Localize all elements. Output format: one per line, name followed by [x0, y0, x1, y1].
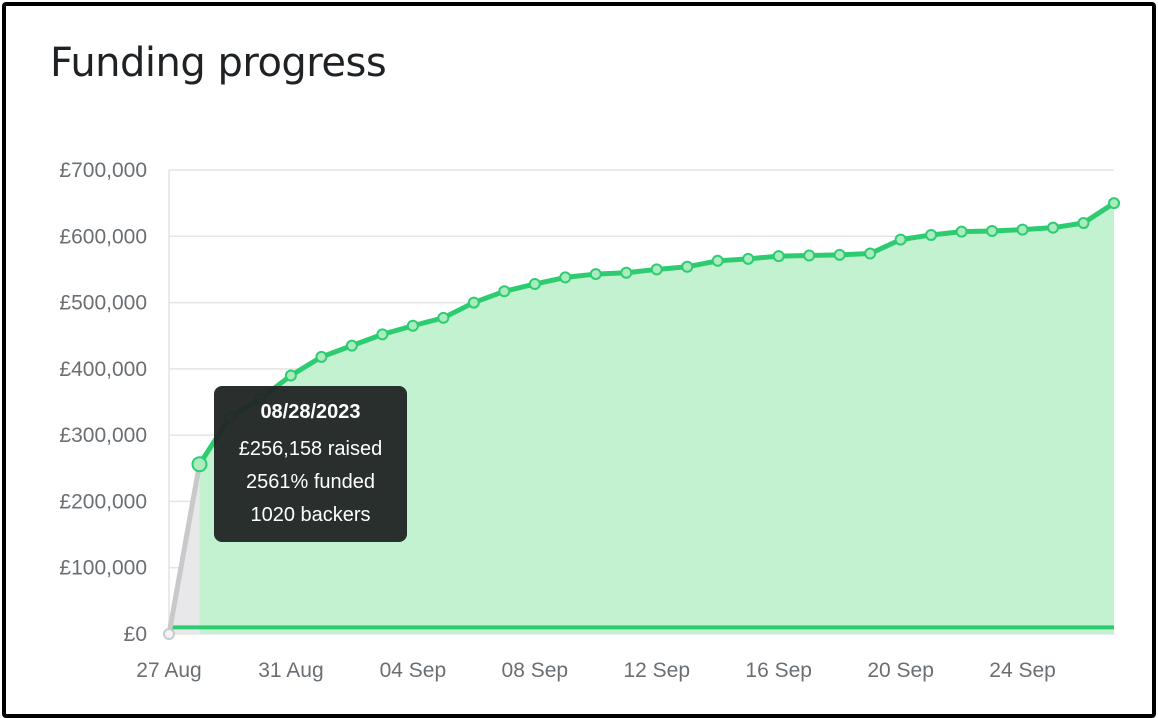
data-point — [589, 268, 602, 281]
data-point — [559, 271, 572, 284]
x-tick-label: 16 Sep — [745, 659, 812, 682]
data-point — [284, 369, 297, 382]
y-tick-label: £700,000 — [59, 159, 147, 182]
data-point — [406, 319, 419, 332]
y-tick-label: £600,000 — [59, 225, 147, 248]
data-point — [467, 296, 480, 309]
data-point — [833, 248, 846, 261]
data-point — [864, 247, 877, 260]
y-tick-label: £100,000 — [59, 557, 147, 580]
x-tick-label: 27 Aug — [136, 659, 201, 682]
tooltip-raised: £256,158 raised — [238, 438, 383, 460]
data-point — [681, 260, 694, 273]
x-tick-label: 12 Sep — [623, 659, 690, 682]
data-point — [163, 628, 175, 640]
data-point — [955, 225, 968, 238]
data-point — [315, 350, 328, 363]
y-tick-label: £200,000 — [59, 490, 147, 513]
data-point — [772, 250, 785, 263]
data-point — [711, 254, 724, 267]
tooltip-date: 08/28/2023 — [260, 401, 361, 423]
data-point — [894, 233, 907, 246]
y-tick-label: £300,000 — [59, 424, 147, 447]
x-tick-label: 08 Sep — [502, 659, 569, 682]
data-point — [620, 266, 633, 279]
data-point — [1077, 217, 1090, 230]
tooltip-backers: 1020 backers — [250, 504, 371, 526]
x-tick-label: 24 Sep — [989, 659, 1056, 682]
data-point — [986, 224, 999, 237]
x-tick-label: 04 Sep — [380, 659, 447, 682]
data-point — [345, 339, 358, 352]
data-point — [528, 278, 541, 291]
funding-area — [199, 203, 1114, 634]
data-point — [1047, 221, 1060, 234]
inactive-series-line — [166, 461, 202, 637]
y-tick-label: £400,000 — [59, 358, 147, 381]
data-point — [376, 328, 389, 341]
data-point — [191, 456, 208, 473]
chart-tooltip: 08/28/2023 £256,158 raised 2561% funded … — [214, 386, 407, 542]
data-point — [498, 285, 511, 298]
data-point — [1016, 223, 1029, 236]
x-tick-label: 31 Aug — [258, 659, 323, 682]
y-tick-label: £500,000 — [59, 292, 147, 315]
tooltip-funded: 2561% funded — [245, 471, 375, 493]
data-point — [650, 263, 663, 276]
data-point — [742, 252, 755, 265]
data-point — [437, 311, 450, 324]
page-title: Funding progress — [50, 40, 387, 86]
data-point — [803, 249, 816, 262]
y-tick-label: £0 — [124, 623, 147, 646]
x-tick-label: 20 Sep — [867, 659, 934, 682]
data-point — [1108, 197, 1120, 210]
data-point — [925, 228, 938, 241]
